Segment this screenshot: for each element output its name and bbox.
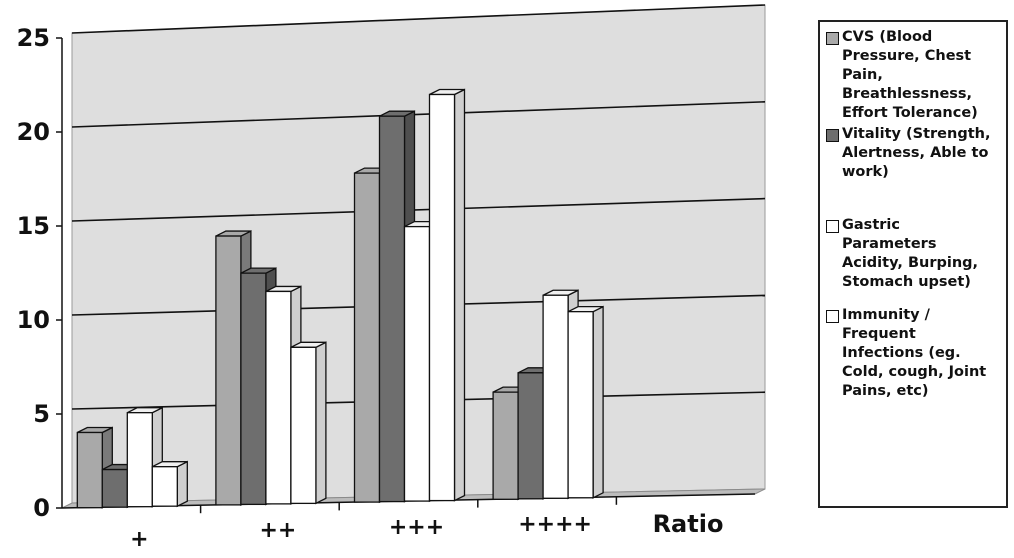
x-tick-label-2: +++ <box>389 515 444 540</box>
bar-side-2-3 <box>453 88 466 502</box>
legend-label-immunity: Immunity / Frequent Infections (eg. Cold… <box>842 307 987 399</box>
legend-item-vitality: Vitality (Strength, Alertness, Able to w… <box>826 125 1000 182</box>
gridline-20 <box>71 101 766 128</box>
bar-3-0 <box>492 391 519 500</box>
y-tick-label-10: 10 <box>17 306 50 334</box>
chart-legend: CVS (Blood Pressure, Chest Pain, Breathl… <box>818 20 1008 508</box>
legend-swatch-gastric <box>826 220 839 233</box>
legend-label-gastric: Gastric Parameters Acidity, Burping, Sto… <box>842 217 979 290</box>
legend-label-cvs: CVS (Blood Pressure, Chest Pain, Breathl… <box>842 29 978 121</box>
legend-swatch-immunity <box>826 310 839 323</box>
bar-2-3 <box>428 93 456 502</box>
y-tick-label-15: 15 <box>17 212 50 240</box>
gridline-25 <box>71 4 766 34</box>
legend-item-gastric: Gastric Parameters Acidity, Burping, Sto… <box>826 216 1000 292</box>
bar-3-2 <box>542 294 569 499</box>
x-tick-label-3: ++++ <box>518 512 592 537</box>
y-tick-label-20: 20 <box>17 118 50 146</box>
x-axis-title: Ratio <box>653 510 724 538</box>
legend-item-cvs: CVS (Blood Pressure, Chest Pain, Breathl… <box>826 28 1000 123</box>
gridline-15 <box>71 197 766 222</box>
bar-side-3-3 <box>592 305 604 499</box>
bar-3-3 <box>567 311 594 499</box>
legend-swatch-cvs <box>826 32 839 45</box>
legend-item-immunity: Immunity / Frequent Infections (eg. Cold… <box>826 306 1000 401</box>
bar-2-0 <box>353 172 381 503</box>
bar-1-2 <box>265 290 292 505</box>
x-tick-label-0: + <box>130 527 148 552</box>
y-tick-label-5: 5 <box>33 400 50 428</box>
bar-0-0 <box>76 431 103 509</box>
y-tick-label-0: 0 <box>33 494 50 522</box>
bar-1-0 <box>215 235 242 506</box>
legend-label-vitality: Vitality (Strength, Alertness, Able to w… <box>842 126 991 180</box>
bar-0-1 <box>101 468 128 508</box>
bar-2-2 <box>403 225 431 502</box>
x-tick-label-1: ++ <box>259 518 296 543</box>
legend-swatch-vitality <box>826 129 839 142</box>
bar-1-3 <box>290 346 317 505</box>
bar-side-1-3 <box>315 341 327 505</box>
y-tick-label-25: 25 <box>17 24 50 52</box>
bar-3-1 <box>517 372 544 500</box>
bar-side-0-3 <box>176 460 188 508</box>
bar-0-3 <box>151 466 178 507</box>
bar-0-2 <box>126 412 153 508</box>
bar-1-1 <box>240 272 267 506</box>
bar-2-1 <box>378 115 406 503</box>
